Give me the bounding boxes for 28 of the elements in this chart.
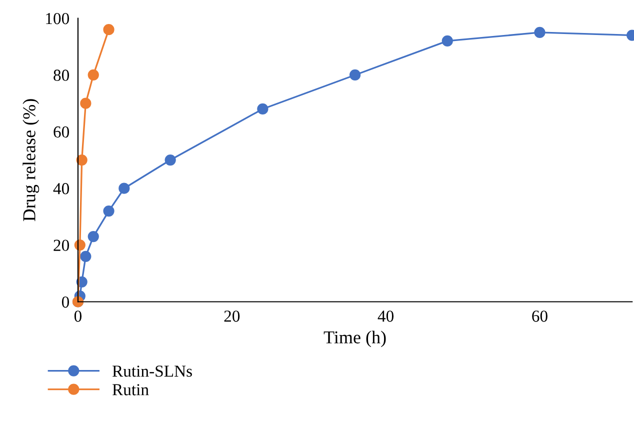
point	[88, 69, 99, 81]
point	[76, 154, 88, 166]
x-tick-label: 0	[74, 310, 82, 322]
point	[534, 26, 546, 38]
x-tick-label: 60	[532, 310, 548, 322]
x-tick-label: 20	[224, 310, 240, 322]
y-tick-label: 0	[62, 296, 70, 308]
y-tick-label: 100	[46, 12, 70, 24]
point	[74, 240, 86, 251]
point	[442, 35, 453, 47]
y-tick-label: 40	[53, 183, 70, 194]
point	[164, 154, 176, 166]
y-axis-title: Drug release (%)	[22, 99, 40, 222]
point	[80, 98, 92, 109]
y-tick-label: 80	[54, 70, 70, 81]
point	[257, 103, 268, 115]
legend-label: Rutin-SLNs	[112, 366, 192, 377]
y-tick-label: 20	[54, 240, 70, 251]
point	[103, 24, 114, 36]
x-axis-title: Time (h)	[324, 330, 386, 348]
point	[80, 250, 92, 262]
y-tick-label: 60	[54, 126, 70, 138]
x-tick-label: 40	[378, 310, 394, 322]
point	[103, 205, 114, 217]
legend-label: Rutin	[112, 384, 149, 396]
point	[349, 69, 361, 81]
point	[118, 182, 130, 194]
point	[88, 230, 99, 242]
